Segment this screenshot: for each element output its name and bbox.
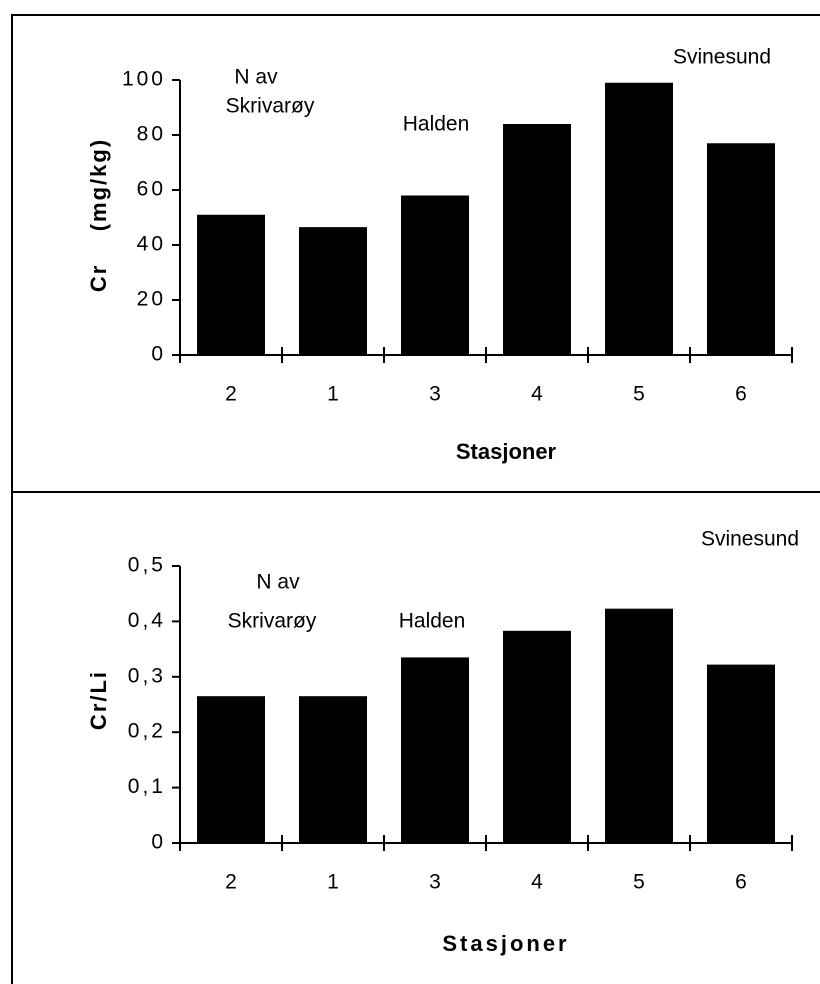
annotation: Svinesund [673,46,771,69]
y-tick-label: 0 [151,831,166,854]
y-tick-label: 60 [137,178,166,201]
x-tick-label: 6 [735,383,747,406]
bar [197,214,265,355]
x-tick-label: 5 [633,871,645,894]
x-tick-label: 4 [531,871,543,894]
y-tick-label: 0 [151,343,166,366]
x-tick-label: 3 [429,383,441,406]
bar [299,696,367,843]
annotation: Halden [399,610,466,633]
annotation: N av [234,66,278,89]
x-tick-label: 2 [225,871,237,894]
annotation: Skrivarøy [226,95,315,118]
y-tick-label: 20 [137,288,166,311]
y-tick-label: 0,1 [128,775,166,798]
bar [707,143,775,355]
bar [707,664,775,843]
bar [401,657,469,843]
bar [401,195,469,355]
x-tick-label: 1 [327,871,339,894]
y-tick-label: 80 [137,123,166,146]
x-tick-label: 6 [735,871,747,894]
bar [605,82,673,355]
x-tick-label: 3 [429,871,441,894]
x-tick-label: 4 [531,383,543,406]
annotation: Skrivarøy [228,610,317,633]
x-tick-label: 5 [633,383,645,406]
annotation: N av [256,571,300,594]
annotation: Svinesund [701,528,799,551]
x-tick-label: 2 [225,383,237,406]
x-axis-title: Stasjoner [442,931,569,956]
annotation: Halden [403,113,470,136]
x-axis-title: Stasjoner [456,439,557,464]
y-tick-label: 0,5 [128,554,166,577]
y-tick-label: 0,3 [128,664,166,687]
bar [197,696,265,843]
bar [503,124,571,355]
bar [503,630,571,843]
y-tick-label: 40 [137,233,166,256]
y-axis-title: Cr/Li [86,670,111,730]
x-tick-label: 1 [327,383,339,406]
bar [299,227,367,355]
y-tick-label: 0,4 [128,609,166,632]
y-tick-label: 0,2 [128,720,166,743]
panel-frame [11,491,820,984]
y-tick-label: 100 [122,68,166,91]
y-axis-title: Cr (mg/kg) [86,138,111,292]
bar [605,608,673,843]
